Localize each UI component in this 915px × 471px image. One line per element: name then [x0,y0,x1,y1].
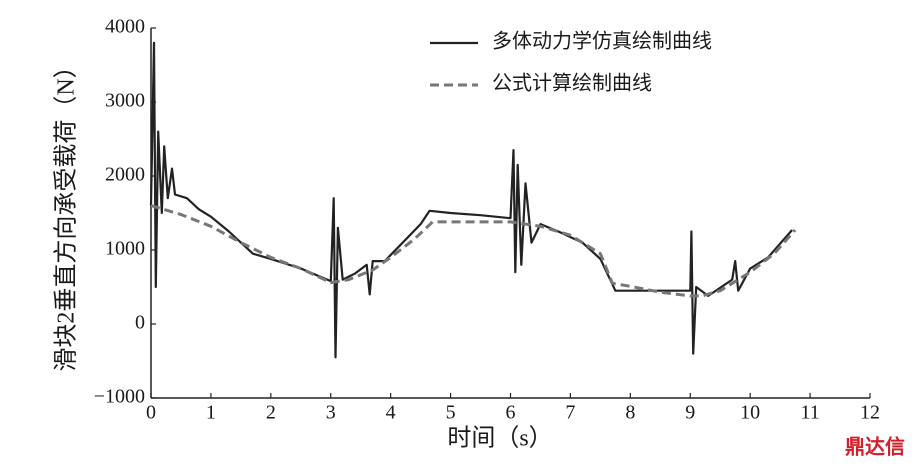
series-line [149,41,793,359]
x-tick-label: 0 [146,402,156,424]
x-tick-label: 1 [206,402,216,424]
x-tick-label: 3 [326,402,336,424]
y-tick-label: 0 [135,312,145,334]
y-tick-label: 2000 [105,164,145,186]
x-tick-label: 7 [565,402,575,424]
series-line [150,204,797,298]
y-tick-label: −1000 [94,386,145,408]
legend-label: 公式计算绘制曲线 [492,72,652,95]
y-tick-label: 1000 [105,238,145,260]
watermark: 鼎达信 [845,435,905,459]
x-tick-label: 2 [266,402,276,424]
y-axis-title: 滑块2垂直方向承受载荷（N） [53,54,80,371]
y-tick-label: 4000 [105,16,145,38]
x-axis-title: 时间（s） [447,425,552,452]
legend-label: 多体动力学仿真绘制曲线 [492,30,712,53]
x-tick-label: 5 [446,402,456,424]
x-tick-label: 12 [860,402,880,424]
y-tick-label: 3000 [105,90,145,112]
x-tick-label: 6 [506,402,516,424]
x-tick-label: 9 [685,402,695,424]
x-tick-label: 10 [740,402,760,424]
x-tick-label: 8 [625,402,635,424]
x-tick-label: 4 [386,402,396,424]
x-tick-label: 11 [800,402,819,424]
